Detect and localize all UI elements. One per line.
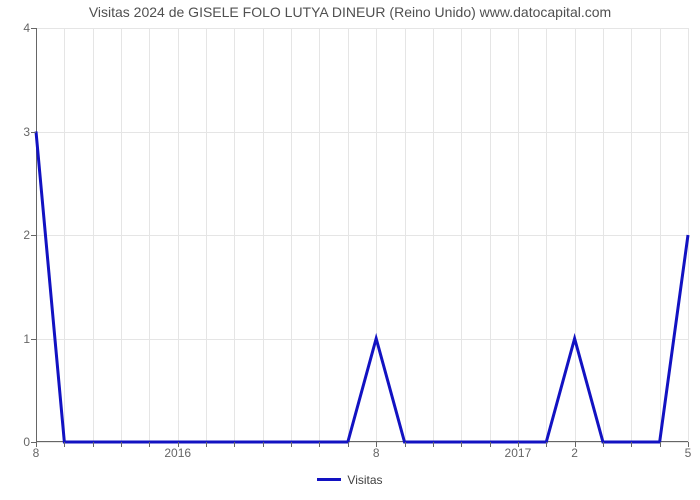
x-tick-label: 2017	[505, 446, 532, 460]
x-tick	[149, 442, 150, 447]
x-tick	[490, 442, 491, 447]
x-tick	[234, 442, 235, 447]
x-tick-label: 2	[571, 446, 578, 460]
x-tick-label: 8	[373, 446, 380, 460]
x-tick	[93, 442, 94, 447]
legend-label: Visitas	[347, 473, 382, 487]
series-polyline	[36, 132, 688, 443]
legend-swatch	[317, 478, 341, 481]
x-tick	[121, 442, 122, 447]
data-series-line	[36, 28, 688, 442]
y-tick-label: 3	[23, 125, 30, 139]
x-tick	[546, 442, 547, 447]
x-tick	[461, 442, 462, 447]
chart-container: { "title": { "text": "Visitas 2024 de GI…	[0, 0, 700, 500]
y-tick-label: 4	[23, 21, 30, 35]
x-tick	[405, 442, 406, 447]
y-tick	[31, 28, 36, 29]
x-tick-label: 2016	[164, 446, 191, 460]
y-tick-label: 2	[23, 228, 30, 242]
x-tick	[291, 442, 292, 447]
y-tick	[31, 235, 36, 236]
y-tick	[31, 132, 36, 133]
x-tick-label: 8	[33, 446, 40, 460]
x-tick-label: 5	[685, 446, 692, 460]
x-tick	[319, 442, 320, 447]
chart-title: Visitas 2024 de GISELE FOLO LUTYA DINEUR…	[0, 4, 700, 20]
x-tick	[603, 442, 604, 447]
x-tick	[64, 442, 65, 447]
x-tick	[206, 442, 207, 447]
x-tick	[631, 442, 632, 447]
y-tick-label: 0	[23, 435, 30, 449]
legend: Visitas	[0, 472, 700, 487]
x-tick	[348, 442, 349, 447]
x-tick	[433, 442, 434, 447]
y-tick-label: 1	[23, 332, 30, 346]
grid-line-v	[688, 28, 689, 442]
plot-area: 01234 820168201725	[36, 28, 688, 442]
x-tick	[660, 442, 661, 447]
x-tick	[263, 442, 264, 447]
y-tick	[31, 339, 36, 340]
